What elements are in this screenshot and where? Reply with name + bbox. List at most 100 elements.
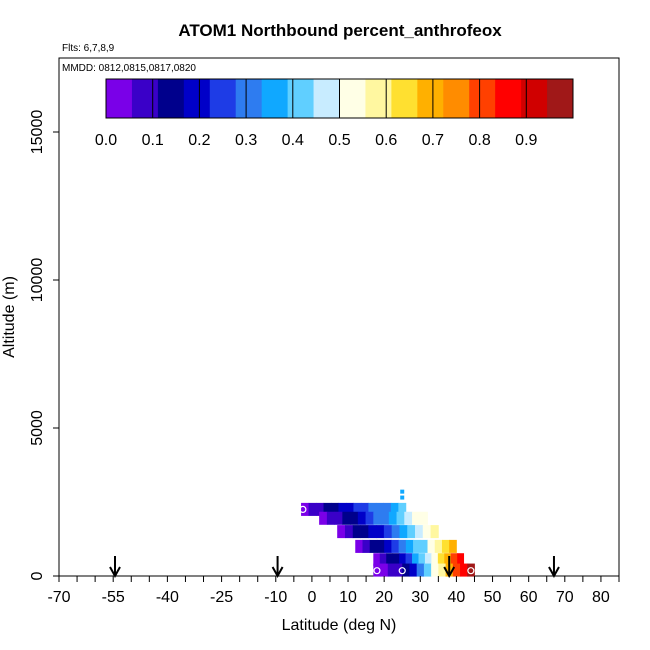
heatmap-cell [375,502,384,516]
arrow-head-icon [443,566,456,579]
heatmap-cell [398,502,407,516]
heatmap-cell [405,539,414,553]
colorbar-tick-label: 0.9 [515,132,537,149]
heatmap-cell [415,525,424,539]
colorbar-swatch [235,79,263,118]
heatmap-cell [404,511,413,525]
open-circle-marker [398,567,406,575]
heatmap-cell [390,502,399,516]
heatmap-cell [350,511,359,525]
x-tick-label: 0 [307,589,316,606]
colorbar-swatch [443,79,470,118]
heatmap-cell [452,563,461,577]
colorbar-swatch [417,79,444,118]
heatmap-cell [457,553,465,567]
heatmap-cell [399,525,408,539]
heatmap-cell [422,525,431,539]
x-axis: -70 -55 -40 -25 -10 0 10 20 30 40 50 60 70 80 [47,576,620,606]
heatmap-cell [399,553,406,567]
open-circle-marker [373,567,381,575]
heatmap-cell [388,511,397,525]
heatmap-cell [396,511,405,525]
x-tick-label: 30 [411,589,429,606]
colorbar-swatch [261,79,289,118]
heatmap-cell [308,502,317,516]
heatmap-cell [391,539,400,553]
heatmap-cell [386,553,394,567]
heatmap-cell [368,502,377,516]
heatmap-cell [460,563,468,577]
heatmap-cell [353,502,362,516]
heatmap-cell [337,525,346,539]
x-tick-label: 60 [520,589,538,606]
heatmap-cell [402,563,410,577]
heatmap-cell [392,553,400,567]
colorbar-tick-label: 0.7 [422,132,444,149]
heatmap-cell [355,539,363,553]
arrow-head-icon [271,566,284,579]
heatmap-cell [331,502,339,516]
heatmap-cell [412,553,419,567]
colorbar-swatch [469,79,496,118]
colorbar: 0.0 0.1 0.2 0.3 0.4 0.5 0.6 0.7 0.8 0.9 [95,78,574,149]
heatmap-cell [424,553,432,567]
heatmap-cell [409,563,418,577]
x-tick-label: 50 [484,589,502,606]
heatmap-cell [376,525,385,539]
heatmap-cell [434,539,443,553]
heatmap-cell [373,563,381,577]
colorbar-swatch [313,79,340,118]
heatmap-cell [357,511,366,525]
heatmap-cell [373,511,382,525]
colorbar-swatch [157,79,185,118]
x-tick-label: 40 [448,589,466,606]
heatmap-cell [344,525,354,539]
y-tick-label: 0 [29,571,46,580]
heatmap-cell [383,502,392,516]
colorbar-tick-label: 0.4 [282,132,304,149]
plot-frame [58,57,620,577]
data-point [400,495,405,500]
y-axis-label: Altitude (m) [1,276,18,358]
heatmap-cell [407,525,416,539]
y-tick-label: 15000 [29,110,46,155]
chart-title: ATOM1 Northbound percent_anthrofeox [178,21,502,40]
heatmap-cell [369,539,378,553]
colorbar-swatch [287,79,315,118]
heatmap-cell [450,553,458,567]
heatmap-cell [301,502,309,516]
x-tick-label: -25 [210,589,233,606]
heatmap-cell [326,511,336,525]
open-circle-marker [299,505,307,513]
colorbar-tick-label: 0.6 [375,132,397,149]
heatmap-cell [319,511,328,525]
heatmap-cell [323,502,332,516]
x-tick-label: 80 [592,589,610,606]
x-tick-label: -40 [156,589,179,606]
data-point [400,489,405,494]
y-axis: 0 5000 10000 15000 [29,110,59,580]
heatmap-cell [412,511,421,525]
colorbar-swatch [521,79,548,118]
heatmap-cell [379,553,387,567]
colorbar-swatch [106,79,133,118]
arrow-head-icon [548,566,560,579]
flights-note: Flts: 6,7,8,9 [62,43,115,54]
heatmap-cell [427,539,436,553]
heatmap-cell [431,563,439,577]
heatmap-cell [316,502,324,516]
heatmap-cell [387,563,396,577]
x-axis-label: Latitude (deg N) [282,617,397,634]
heatmap-cell [430,525,439,539]
colorbar-tick-label: 0.3 [235,132,257,149]
heatmap-cell [419,511,428,525]
heatmap-cell [437,553,445,567]
colorbar-swatch [495,79,522,118]
colorbar-tick-label: 0.0 [95,132,117,149]
heatmap-cell [444,553,452,567]
colorbar-swatch [183,79,211,118]
colorbar-swatch [339,79,366,118]
heatmap-cell [418,553,426,567]
heatmap-cell [338,502,347,516]
